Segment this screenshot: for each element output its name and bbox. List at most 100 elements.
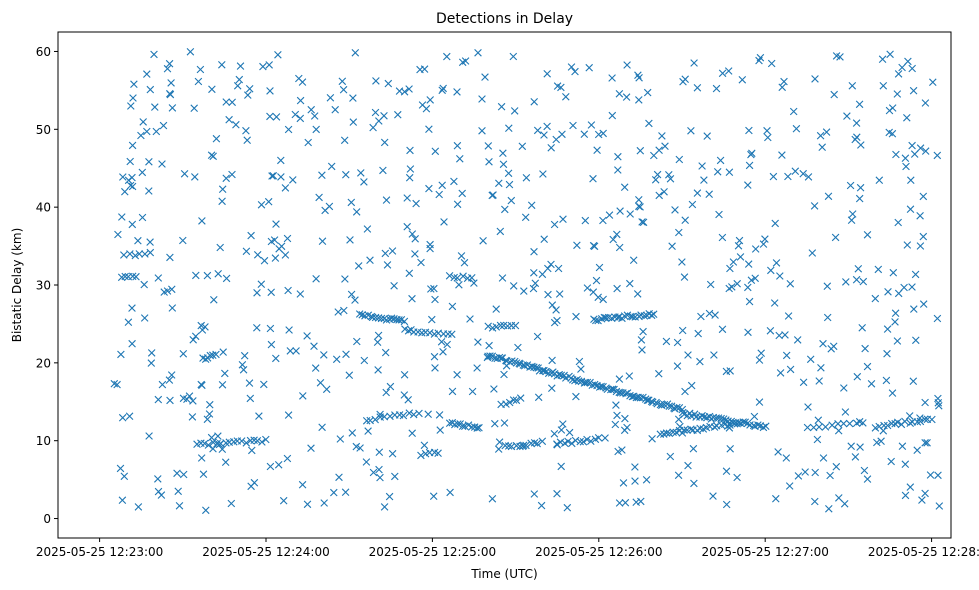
detection-point (563, 503, 572, 512)
detection-point (264, 197, 273, 206)
detection-point (459, 272, 467, 280)
detection-point (134, 503, 143, 511)
detection-point (729, 258, 738, 266)
detection-point (197, 454, 206, 462)
detection-point (118, 413, 127, 422)
detection-point (384, 79, 393, 88)
detection-point (310, 342, 318, 350)
detection-point (680, 426, 688, 434)
detection-point (179, 350, 188, 358)
detection-point (374, 331, 383, 340)
detection-point (744, 260, 753, 268)
detection-point (759, 423, 768, 432)
detection-point (514, 343, 522, 352)
detection-point (908, 141, 916, 150)
detection-point (786, 365, 795, 374)
detection-point (491, 419, 499, 428)
detection-point (284, 411, 293, 419)
detection-point (125, 412, 134, 420)
detection-point (151, 103, 159, 111)
detection-point (318, 423, 326, 432)
detection-point (901, 154, 910, 162)
detection-point (835, 494, 843, 502)
detection-point (352, 208, 361, 216)
detection-point (675, 155, 684, 164)
detection-point (221, 369, 229, 378)
detection-point (429, 492, 438, 500)
detection-point (380, 503, 389, 511)
detection-point (458, 189, 466, 198)
detection-point (778, 83, 786, 92)
detection-point (315, 193, 323, 202)
detection-point (363, 225, 372, 233)
detection-point (792, 124, 801, 133)
detection-point (565, 428, 574, 437)
detection-point (173, 469, 181, 478)
detection-point (303, 332, 311, 340)
detection-point (929, 78, 937, 86)
detection-point (894, 70, 903, 78)
detection-point (572, 392, 580, 401)
detection-point (751, 274, 759, 283)
detection-point (602, 314, 610, 322)
detection-point (739, 418, 747, 426)
detection-point (847, 442, 855, 450)
y-tick-label: 20 (36, 356, 51, 370)
detection-point (504, 442, 513, 450)
detection-point (530, 269, 538, 277)
detection-point (364, 427, 372, 435)
detection-point (813, 435, 822, 444)
detection-point (791, 167, 800, 175)
detection-point (197, 321, 205, 330)
detection-point (615, 375, 624, 383)
detection-point (845, 419, 854, 428)
detection-point (723, 422, 732, 430)
detection-point (733, 279, 741, 288)
detection-point (291, 110, 300, 119)
detection-point (547, 144, 555, 152)
detection-point (544, 369, 553, 378)
detection-point (678, 405, 687, 414)
detection-point (357, 169, 365, 177)
detection-point (564, 437, 572, 446)
detection-point (424, 410, 432, 418)
detection-point (530, 247, 538, 256)
detection-point (222, 98, 230, 106)
detection-point (772, 259, 781, 267)
detection-point (453, 141, 462, 150)
detection-point (906, 483, 915, 491)
detection-point (530, 98, 538, 106)
detection-point (401, 325, 409, 333)
detection-point (147, 349, 156, 357)
detection-point (356, 444, 364, 452)
detection-point (642, 476, 651, 484)
detection-point (158, 380, 167, 389)
detection-point (711, 311, 719, 319)
detection-point (660, 400, 669, 409)
detection-point (257, 280, 266, 288)
detection-point (858, 324, 866, 332)
detection-point (274, 461, 283, 469)
detection-point (613, 284, 621, 293)
y-axis-label: Bistatic Delay (km) (10, 228, 24, 343)
detection-point (473, 424, 481, 432)
detection-point (601, 434, 609, 442)
detection-point (128, 173, 136, 182)
detection-point (137, 131, 145, 140)
detection-point (575, 357, 584, 366)
detection-point (499, 149, 507, 157)
detection-point (557, 426, 566, 434)
x-tick-label: 2025-05-25 12:26:00 (535, 545, 662, 559)
detection-point (705, 309, 714, 318)
detection-point (522, 441, 530, 450)
detection-point (756, 53, 765, 62)
detection-point (834, 420, 842, 428)
detection-point (531, 279, 540, 288)
detection-point (267, 340, 276, 349)
detection-point (139, 118, 147, 126)
detection-point (399, 411, 408, 420)
detection-point (725, 168, 734, 176)
detection-point (836, 53, 844, 61)
detection-point (613, 411, 621, 420)
detection-point (134, 236, 142, 245)
